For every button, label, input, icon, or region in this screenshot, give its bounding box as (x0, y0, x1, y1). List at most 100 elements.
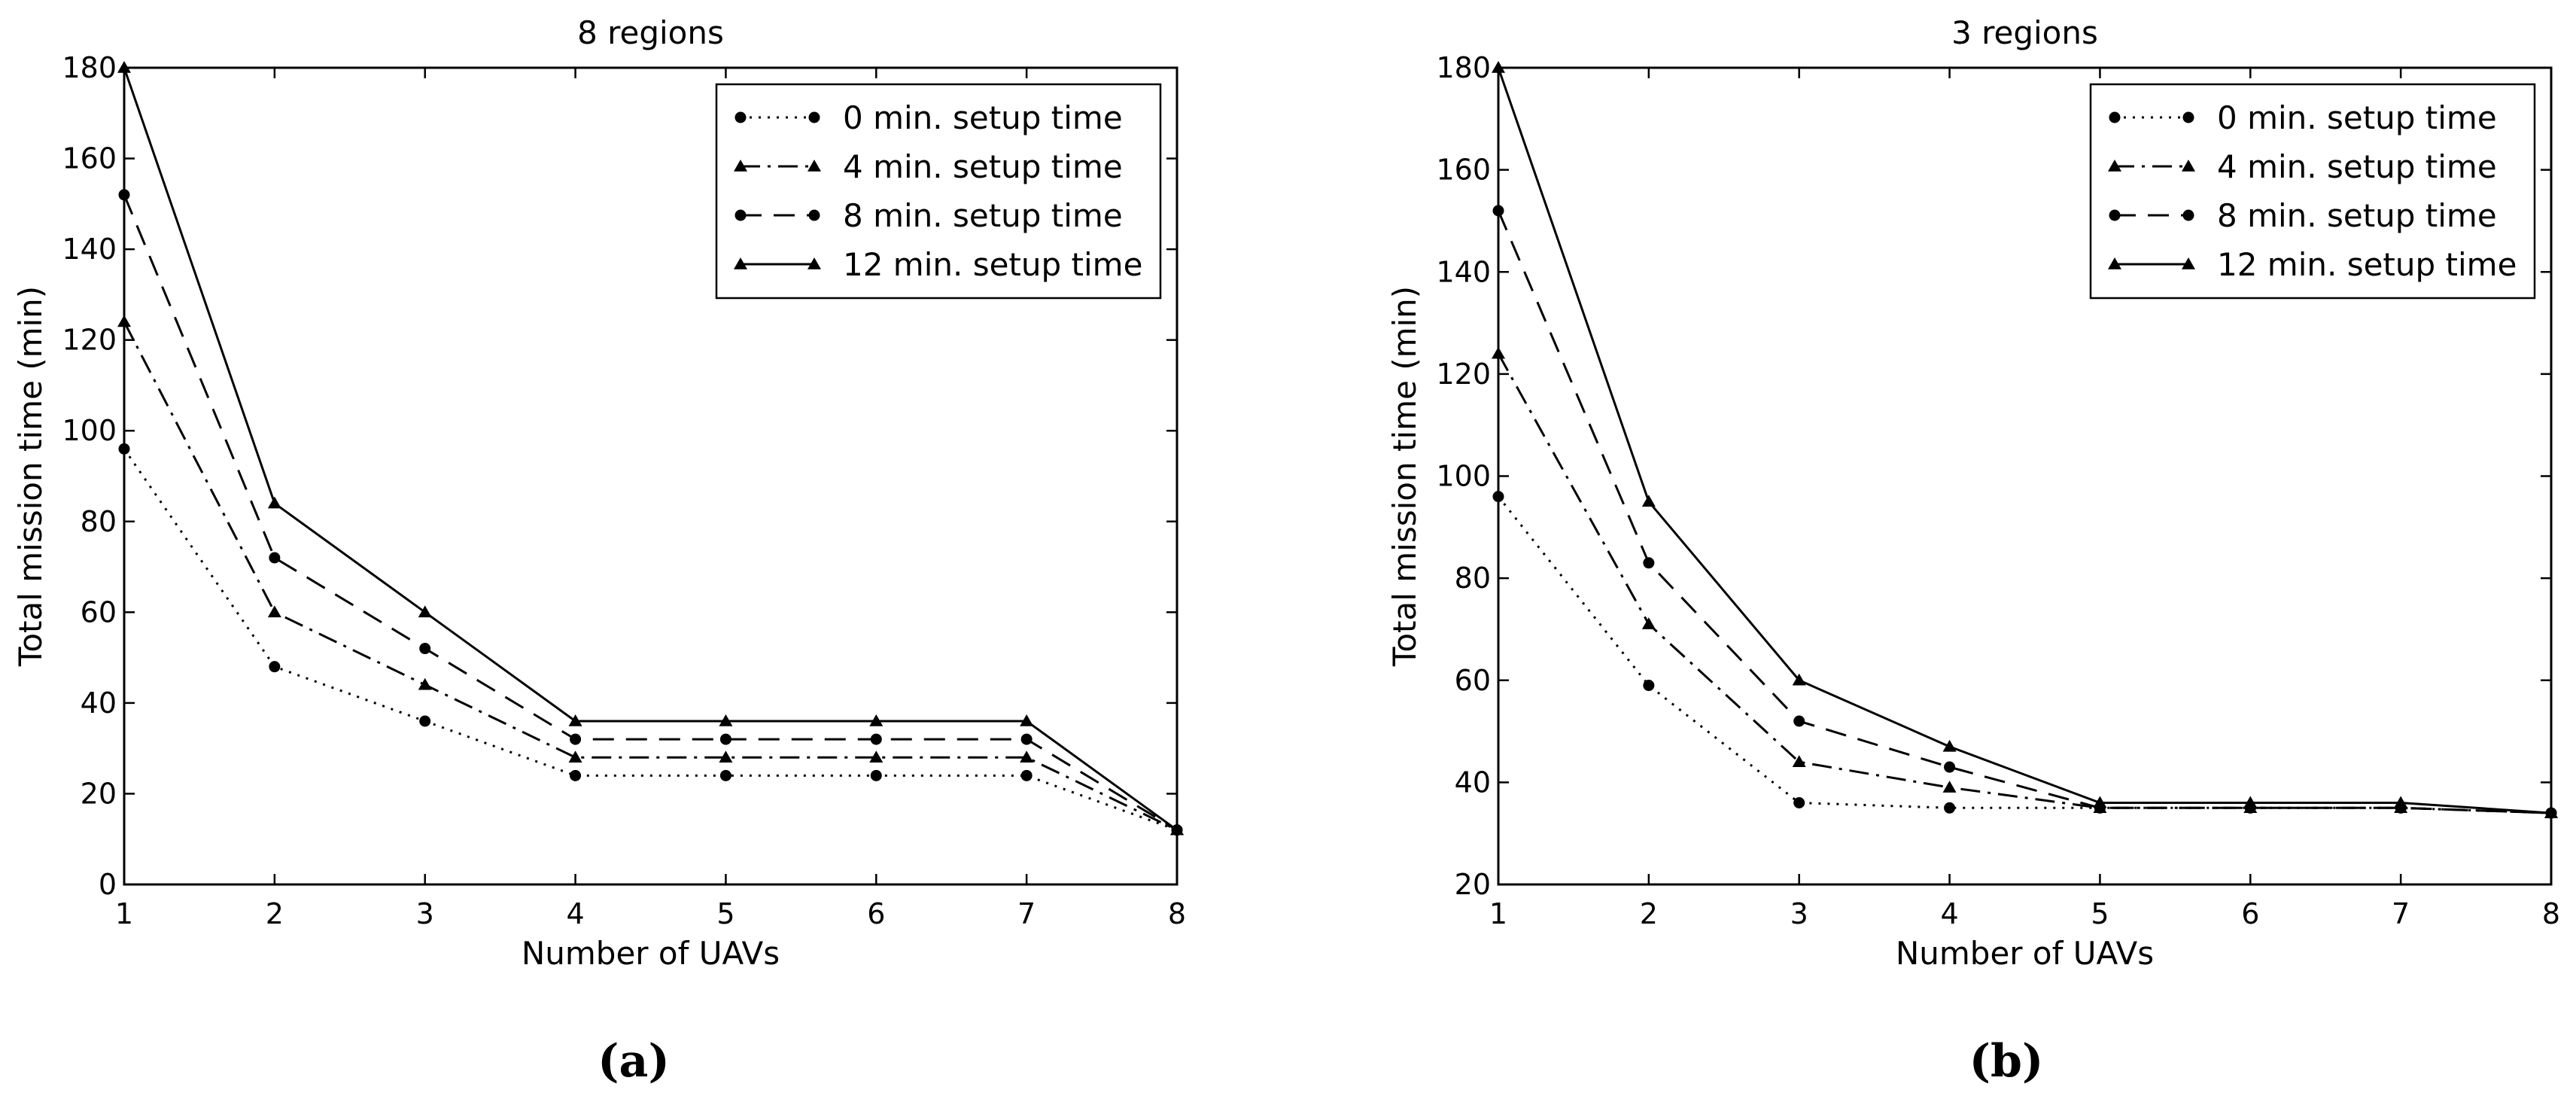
panel-a-series-0-point (719, 769, 731, 781)
panel-a-series-1-point (418, 677, 432, 690)
panel-a-y-tick-label: 100 (62, 414, 117, 447)
panel-b-series-3-point (2394, 796, 2408, 808)
panel-a-y-tick-label: 80 (81, 505, 117, 538)
panel-a-legend-label-3: 12 min. setup time (843, 246, 1142, 283)
panel-b-series-0-line (1497, 495, 2552, 814)
panel-a-series-3-point (719, 714, 733, 726)
panel-b-legend-marker-0 (2109, 111, 2121, 123)
panel-a-legend-marker-1 (734, 160, 747, 172)
panel-a-legend-marker-0 (808, 111, 820, 123)
panel-b-x-tick-label: 4 (1940, 897, 1958, 930)
panel-a-y-tick-label: 140 (62, 233, 117, 266)
panel-a-series-1-point (568, 750, 582, 763)
panel-a-legend-marker-3 (734, 257, 747, 269)
panel-a-legend: 0 min. setup time 4 min. setup time 8 min.… (715, 83, 1162, 300)
panel-a-legend-box (715, 83, 1162, 300)
panel-b-y-tick-label: 40 (1455, 766, 1491, 799)
panel-a-series-2-point (870, 733, 882, 745)
panel-b-y-tick-label: 120 (1436, 358, 1491, 391)
panel-a-legend-label-0: 0 min. setup time (843, 99, 1123, 136)
panel-b-legend-label-1: 4 min. setup time (2217, 148, 2497, 185)
panel-a-y-tick-label: 120 (62, 324, 117, 357)
panel-a-series-2-point (419, 643, 431, 655)
panel-a-series-3-point (869, 714, 884, 726)
panel-b-series-1-line (1497, 353, 2552, 814)
panel-a-legend-label-2: 8 min. setup time (843, 197, 1123, 234)
panel-b-series-3-point (1641, 495, 1656, 507)
panel-b-legend-marker-0 (2182, 111, 2194, 123)
panel-b-series-2-point (1793, 715, 1805, 727)
panel-a-title: 8 regions (577, 14, 724, 51)
panel-a-x-tick-label: 7 (1017, 897, 1036, 930)
panel-b-title: 3 regions (1951, 14, 2098, 51)
panel-a-x-tick-label: 8 (1168, 897, 1186, 930)
panel-b-y-tick-label: 100 (1436, 460, 1491, 493)
panel-b-series-0-point (1944, 802, 1956, 814)
panel-a-x-tick-label: 2 (266, 897, 284, 930)
panel-a-series-3-point (267, 496, 281, 509)
panel-b-series-1-point (1942, 781, 1957, 793)
panel-b-x-tick-label: 1 (1489, 897, 1507, 930)
panel-b-legend-marker-3 (2182, 257, 2195, 269)
panel-a-plot-frame (123, 66, 1179, 886)
panel-b-legend: 0 min. setup time 4 min. setup time 8 min.… (2089, 83, 2536, 300)
panel-b-x-axis-label: Number of UAVs (1896, 935, 2154, 972)
panel-b-series-2-point (1944, 761, 1956, 773)
panel-a-series-1-point (869, 750, 884, 763)
panel-a-legend-marker-0 (734, 111, 747, 123)
panel-a-series-1-point (267, 605, 281, 618)
panel-a-y-axis-label: Total mission time (min) (12, 286, 49, 667)
panel-b-legend-box (2089, 83, 2536, 300)
panel-a-y-tick-label: 60 (81, 595, 117, 629)
panel-b-y-tick-label: 160 (1436, 154, 1491, 187)
panel-a-legend-marker-3 (807, 257, 821, 269)
panel-b-y-tick-label: 80 (1455, 562, 1491, 595)
panel-b-legend-marker-1 (2182, 160, 2195, 172)
panel-a-series-0-point (1020, 769, 1033, 781)
panel-a-series-3-point (1020, 714, 1034, 726)
panel-a-x-tick-label: 5 (716, 897, 734, 930)
panel-a-series-0-point (269, 661, 281, 673)
panel-b-legend-label-0: 0 min. setup time (2217, 99, 2497, 136)
panel-b-series-3-point (2243, 796, 2258, 808)
panel-a-x-tick-label: 6 (867, 897, 885, 930)
panel-b-legend-label-2: 8 min. setup time (2217, 197, 2497, 234)
panel-b-legend-label-3: 12 min. setup time (2217, 246, 2517, 283)
panel-b-caption: (b) (1969, 1035, 2044, 1088)
panel-a-legend-marker-2 (808, 209, 820, 221)
panel-a-series-2-point (1020, 733, 1033, 745)
panel-b-y-tick-label: 180 (1436, 51, 1491, 84)
panel-b-series-2-point (1643, 557, 1655, 569)
panel-b-series-1-point (1792, 755, 1806, 767)
panel-b-series-3-point (1792, 673, 1806, 686)
panel-a-y-tick-label: 40 (81, 686, 117, 720)
panel-b-x-tick-label: 6 (2241, 897, 2259, 930)
panel-b-series-3-point (2093, 796, 2107, 808)
panel-b-x-tick-label: 2 (1640, 897, 1658, 930)
panel-b-x-tick-label: 8 (2542, 897, 2560, 930)
panel-b-x-tick-label: 3 (1790, 897, 1808, 930)
panel-a-series-0-point (419, 715, 431, 727)
panel-a-y-tick-label: 0 (99, 868, 117, 901)
panel-a-series-0-point (570, 769, 582, 781)
panel-a-x-tick-label: 1 (115, 897, 133, 930)
panel-a-y-tick-label: 160 (62, 142, 117, 175)
panel-a-series-2-point (719, 733, 731, 745)
panel-a-y-tick-label: 20 (81, 777, 117, 810)
panel-a-series-0-point (870, 769, 882, 781)
panel-a-series-1-line (123, 321, 1178, 832)
panel-b-y-tick-label: 140 (1436, 255, 1491, 288)
panel-b-x-tick-label: 7 (2392, 897, 2410, 930)
panel-b-series-3-point (1942, 739, 1957, 752)
panel-a-x-tick-label: 3 (416, 897, 434, 930)
panel-a-series-3-line (123, 67, 1178, 831)
panel-a-series-2-point (269, 552, 281, 564)
panel-a-legend-label-1: 4 min. setup time (843, 148, 1123, 185)
panel-b-y-tick-label: 20 (1455, 868, 1491, 901)
panel-a-series-1-point (719, 750, 733, 763)
panel-b-series-2-line (1497, 210, 2552, 814)
panel-a-series-2-point (570, 733, 582, 745)
panel-a-y-tick-label: 180 (62, 51, 117, 84)
